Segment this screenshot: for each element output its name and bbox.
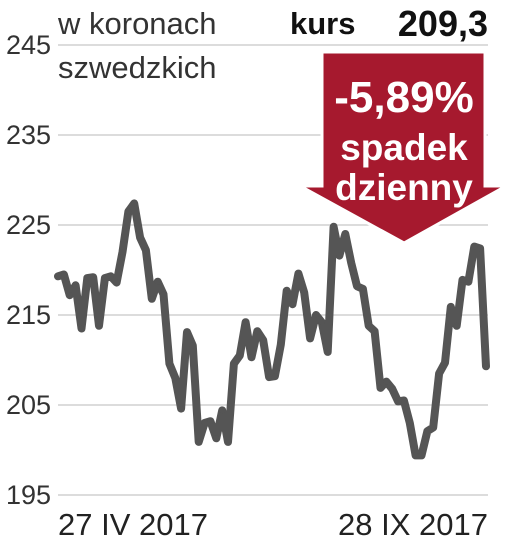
price-point	[412, 452, 419, 459]
price-point	[283, 287, 290, 294]
price-point	[371, 328, 378, 335]
y-tick-label: 195	[6, 480, 51, 510]
price-point	[336, 252, 343, 259]
y-tick-label: 225	[6, 210, 51, 240]
price-point	[318, 319, 325, 326]
price-point	[430, 424, 437, 431]
badge-change-value: -5,89%	[334, 73, 473, 122]
price-point	[289, 301, 296, 308]
price-line	[54, 199, 490, 460]
unit-label-line2: szwedzkich	[58, 50, 217, 85]
price-point	[301, 289, 308, 296]
price-point	[324, 348, 331, 355]
price-point	[219, 407, 226, 414]
price-point	[101, 275, 108, 282]
price-point	[400, 397, 407, 404]
price-point	[148, 295, 155, 302]
price-point	[137, 234, 144, 241]
price-point	[131, 200, 138, 207]
price-point	[365, 322, 372, 329]
price-point	[477, 245, 484, 252]
price-point	[166, 360, 173, 367]
price-point	[383, 378, 390, 385]
price-point	[72, 282, 79, 289]
price-point	[172, 375, 179, 381]
price-point	[377, 384, 384, 391]
price-point	[465, 278, 472, 285]
x-label-end: 28 IX 2017	[338, 507, 488, 542]
price-point	[160, 291, 167, 298]
price-point	[266, 374, 273, 381]
price-point	[436, 370, 443, 377]
price-point	[195, 438, 202, 445]
price-point	[201, 420, 208, 426]
price-point	[55, 273, 61, 280]
price-point	[260, 337, 267, 344]
price-point	[242, 319, 249, 326]
price-point	[471, 243, 478, 250]
price-point	[184, 329, 190, 336]
kurs-label: kurs	[290, 6, 355, 41]
y-tick-label: 205	[6, 390, 51, 420]
price-point	[113, 279, 120, 286]
price-point	[125, 208, 132, 215]
price-point	[90, 274, 97, 281]
price-point	[254, 328, 261, 335]
price-point	[236, 352, 243, 359]
price-point	[248, 354, 255, 361]
y-tick-label: 235	[6, 120, 51, 150]
price-point	[142, 247, 149, 254]
price-point	[459, 276, 466, 283]
price-point	[359, 285, 366, 292]
price-point	[213, 435, 220, 442]
y-axis-ticks: 245 235 225 215 205 195	[6, 30, 51, 510]
price-point	[271, 373, 278, 380]
price-point	[395, 398, 402, 405]
price-point	[442, 359, 448, 366]
price-point	[424, 428, 431, 435]
price-point	[313, 312, 319, 318]
price-point	[78, 325, 85, 332]
price-point	[60, 271, 67, 278]
price-point	[154, 278, 161, 285]
price-point	[406, 420, 413, 426]
y-tick-label: 245	[6, 30, 51, 60]
price-point	[483, 363, 489, 370]
kurs-value: 209,3	[398, 3, 488, 44]
price-points	[55, 200, 489, 459]
price-point	[189, 342, 196, 349]
price-point	[418, 452, 425, 459]
price-point	[207, 418, 214, 425]
price-point	[354, 283, 360, 290]
price-point	[389, 385, 396, 392]
price-point	[307, 335, 314, 342]
price-point	[453, 322, 460, 329]
price-point	[119, 249, 126, 255]
change-badge: -5,89% spadek dzienny	[299, 50, 505, 245]
price-point	[178, 405, 185, 412]
price-point	[84, 275, 91, 282]
price-point	[330, 223, 337, 230]
price-point	[96, 322, 102, 329]
x-label-start: 27 IV 2017	[58, 507, 208, 542]
price-point	[107, 273, 114, 280]
price-point	[277, 341, 284, 348]
unit-label-line1: w koronach	[57, 6, 217, 41]
badge-arrow-shape	[299, 50, 505, 245]
price-point	[447, 303, 454, 310]
price-point	[348, 259, 355, 266]
price-point	[342, 231, 349, 237]
badge-line1: spadek	[340, 127, 468, 168]
price-point	[66, 292, 73, 299]
price-point	[230, 360, 237, 367]
price-point	[225, 438, 231, 445]
badge-line2: dzienny	[335, 167, 473, 208]
y-tick-label: 215	[6, 300, 51, 330]
price-point	[295, 270, 302, 277]
